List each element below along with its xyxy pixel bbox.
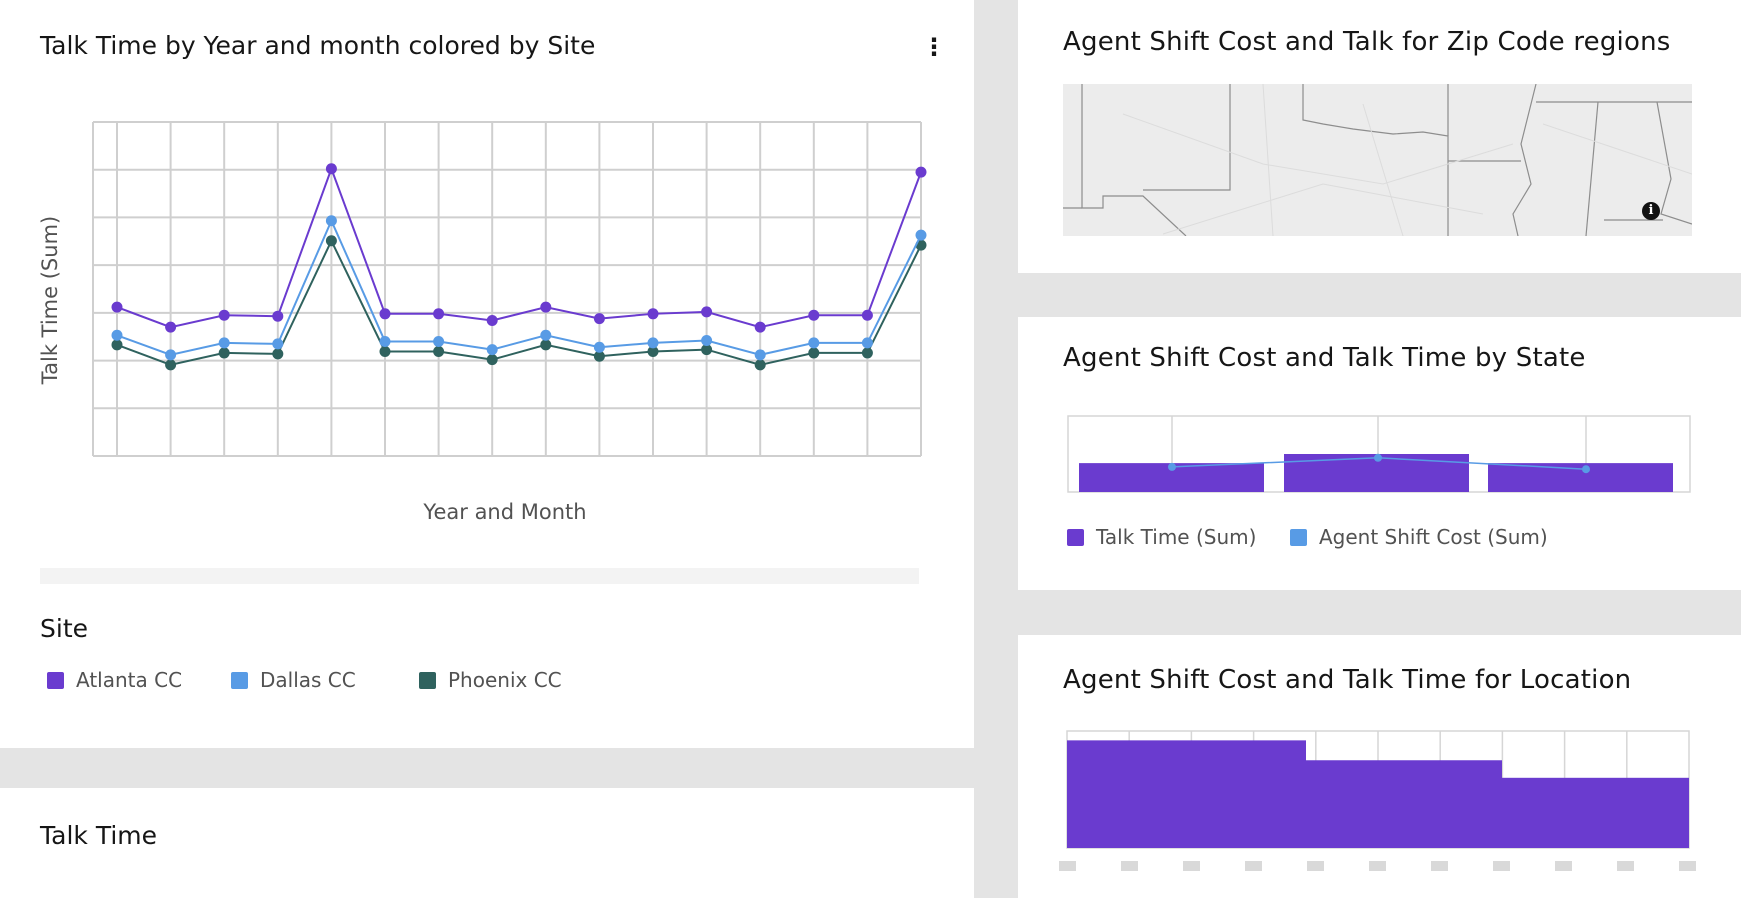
data-point xyxy=(647,337,659,349)
agent-shift-cost-swatch xyxy=(1290,528,1307,546)
tick-label-placeholder xyxy=(1245,861,1262,871)
line-chart xyxy=(92,121,927,457)
cost-point xyxy=(1168,462,1176,471)
overflow-menu-vertical-icon[interactable]: ⋮ xyxy=(922,33,946,61)
data-point xyxy=(593,341,605,353)
state-chart-card: Agent Shift Cost and Talk Time by State … xyxy=(1018,317,1741,590)
tick-label-placeholder xyxy=(1555,861,1572,871)
data-point xyxy=(701,335,713,347)
tick-label-placeholder xyxy=(1679,861,1696,871)
data-point xyxy=(808,347,820,359)
card-title: Agent Shift Cost and Talk for Zip Code r… xyxy=(1063,27,1671,57)
legend-item-dallas[interactable]: Dallas CC xyxy=(231,668,356,692)
tick-label-placeholder xyxy=(1493,861,1510,871)
data-point xyxy=(647,346,659,358)
talk-time-card: Talk Time xyxy=(0,788,974,898)
data-point xyxy=(593,313,605,325)
card-title: Talk Time xyxy=(40,821,158,850)
data-point xyxy=(754,349,766,361)
data-point xyxy=(754,359,766,371)
card-title: Talk Time by Year and month colored by S… xyxy=(40,31,596,60)
dallas-swatch xyxy=(231,671,248,689)
data-point xyxy=(218,309,230,321)
talk-time-swatch xyxy=(1067,528,1084,546)
tick-label-placeholder xyxy=(1121,861,1138,871)
data-point xyxy=(486,344,498,356)
y-axis-label: Talk Time (Sum) xyxy=(38,215,62,385)
data-point xyxy=(808,309,820,321)
data-point xyxy=(754,321,766,333)
location-chart-card: Agent Shift Cost and Talk Time for Locat… xyxy=(1018,635,1741,898)
data-point xyxy=(701,344,713,356)
data-point xyxy=(272,348,284,360)
bar xyxy=(1067,740,1306,848)
data-point xyxy=(647,308,659,320)
data-point xyxy=(272,310,284,322)
data-point xyxy=(540,329,552,341)
bar xyxy=(1306,760,1502,848)
data-point xyxy=(111,329,123,341)
tick-label-placeholder xyxy=(1183,861,1200,871)
data-point xyxy=(218,347,230,359)
talk-time-by-month-card: Talk Time by Year and month colored by S… xyxy=(0,0,974,748)
bar xyxy=(1502,777,1689,848)
tick-label-placeholder xyxy=(1369,861,1386,871)
information-icon[interactable]: i xyxy=(1642,202,1660,220)
data-point xyxy=(218,337,230,349)
atlanta-swatch xyxy=(47,671,64,689)
data-point xyxy=(379,308,391,320)
data-point xyxy=(593,350,605,362)
legend-item-atlanta[interactable]: Atlanta CC xyxy=(47,668,182,692)
data-point xyxy=(433,346,445,358)
card-title: Agent Shift Cost and Talk Time for Locat… xyxy=(1063,665,1632,695)
data-point xyxy=(325,235,337,247)
series-line-atlanta-cc xyxy=(116,165,922,329)
phoenix-swatch xyxy=(419,671,436,689)
cost-point xyxy=(1374,453,1382,462)
tick-label-placeholder xyxy=(1431,861,1448,871)
state-bar-chart xyxy=(1067,415,1691,493)
map[interactable] xyxy=(1063,84,1692,236)
data-point xyxy=(486,354,498,366)
zip-code-map-card: Agent Shift Cost and Talk for Zip Code r… xyxy=(1018,0,1741,273)
bar xyxy=(1488,463,1673,492)
series-line-phoenix-cc xyxy=(116,238,922,366)
data-point xyxy=(861,309,873,321)
data-point xyxy=(540,301,552,313)
cost-point xyxy=(1582,465,1590,474)
data-point xyxy=(272,338,284,350)
data-point xyxy=(111,339,123,351)
horizontal-scrollbar[interactable] xyxy=(40,568,919,584)
data-point xyxy=(915,166,927,178)
data-point xyxy=(433,308,445,320)
tick-label-placeholder xyxy=(1617,861,1634,871)
data-point xyxy=(325,163,337,175)
tick-label-placeholder xyxy=(1059,861,1076,871)
legend-title: Site xyxy=(40,614,88,643)
data-point xyxy=(325,215,337,227)
legend-item-talk-time[interactable]: Talk Time (Sum) xyxy=(1067,525,1256,549)
tick-label-placeholder xyxy=(1307,861,1324,871)
data-point xyxy=(486,314,498,326)
data-point xyxy=(111,301,123,313)
data-point xyxy=(861,337,873,349)
series-line-dallas-cc xyxy=(116,218,922,356)
location-bar-chart xyxy=(1059,730,1696,871)
data-point xyxy=(540,339,552,351)
card-title: Agent Shift Cost and Talk Time by State xyxy=(1063,343,1586,373)
legend-item-agent-shift-cost[interactable]: Agent Shift Cost (Sum) xyxy=(1290,525,1548,549)
data-point xyxy=(165,349,177,361)
data-point xyxy=(433,335,445,347)
data-point xyxy=(379,335,391,347)
data-point xyxy=(701,306,713,318)
data-point xyxy=(379,346,391,358)
x-axis-label: Year and Month xyxy=(423,500,587,524)
data-point xyxy=(861,347,873,359)
data-point xyxy=(165,321,177,333)
data-point xyxy=(808,337,820,349)
data-point xyxy=(915,229,927,241)
data-point xyxy=(165,359,177,371)
legend-item-phoenix[interactable]: Phoenix CC xyxy=(419,668,562,692)
